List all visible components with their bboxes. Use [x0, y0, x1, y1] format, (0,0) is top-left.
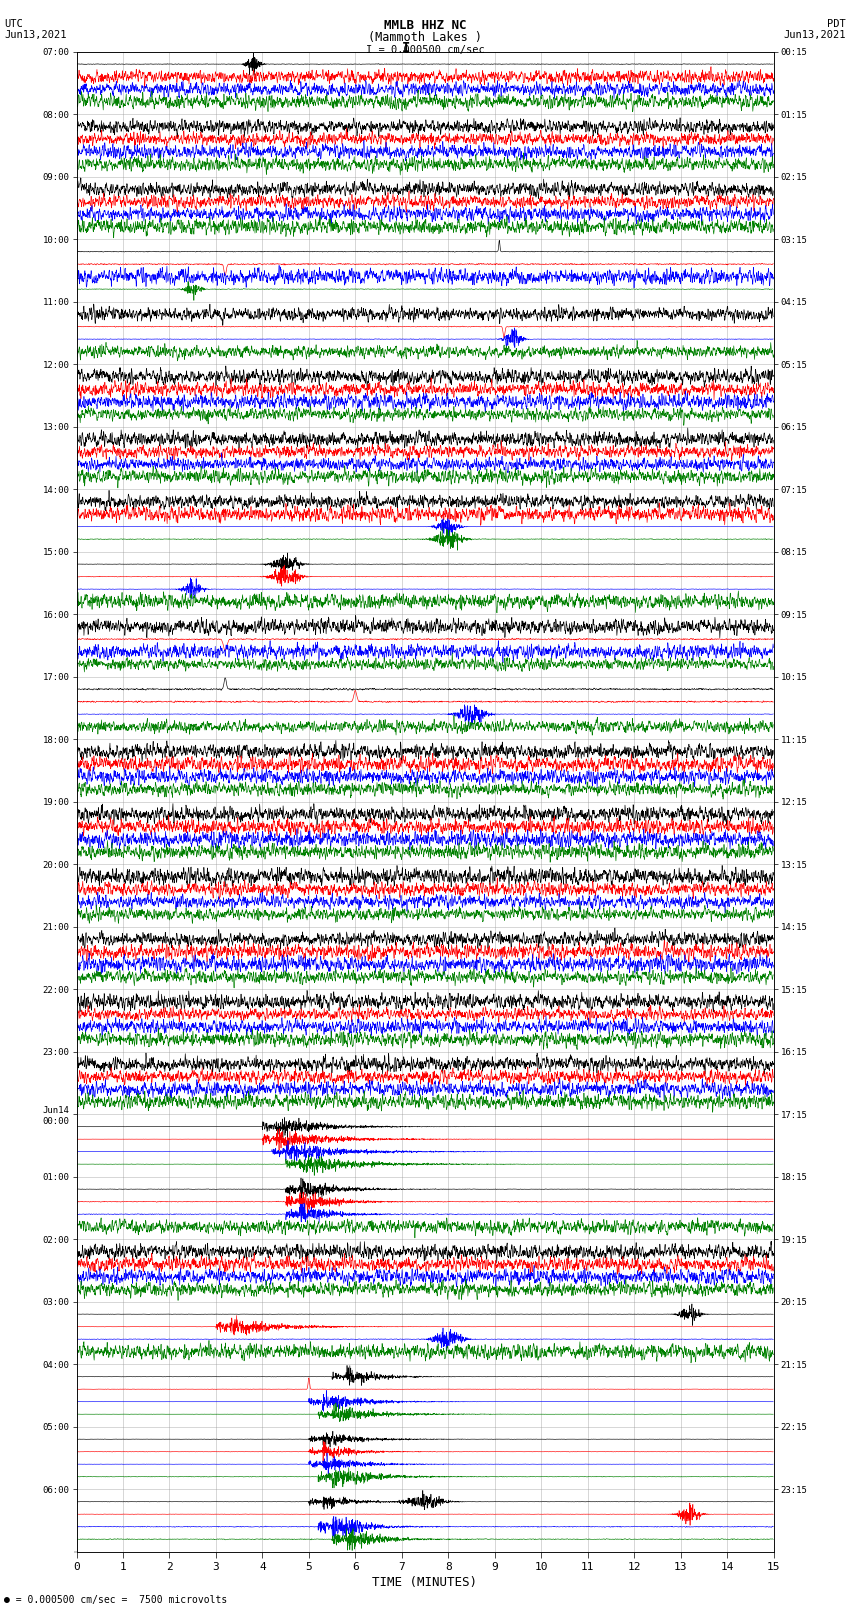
Text: I: I [402, 40, 411, 55]
Text: ● = 0.000500 cm/sec =  7500 microvolts: ● = 0.000500 cm/sec = 7500 microvolts [4, 1595, 228, 1605]
Text: Jun13,2021: Jun13,2021 [783, 31, 846, 40]
Text: I = 0.000500 cm/sec: I = 0.000500 cm/sec [366, 45, 484, 55]
X-axis label: TIME (MINUTES): TIME (MINUTES) [372, 1576, 478, 1589]
Text: MMLB HHZ NC: MMLB HHZ NC [383, 19, 467, 32]
Text: UTC: UTC [4, 19, 23, 29]
Text: Jun13,2021: Jun13,2021 [4, 31, 67, 40]
Text: PDT: PDT [827, 19, 846, 29]
Text: (Mammoth Lakes ): (Mammoth Lakes ) [368, 31, 482, 44]
